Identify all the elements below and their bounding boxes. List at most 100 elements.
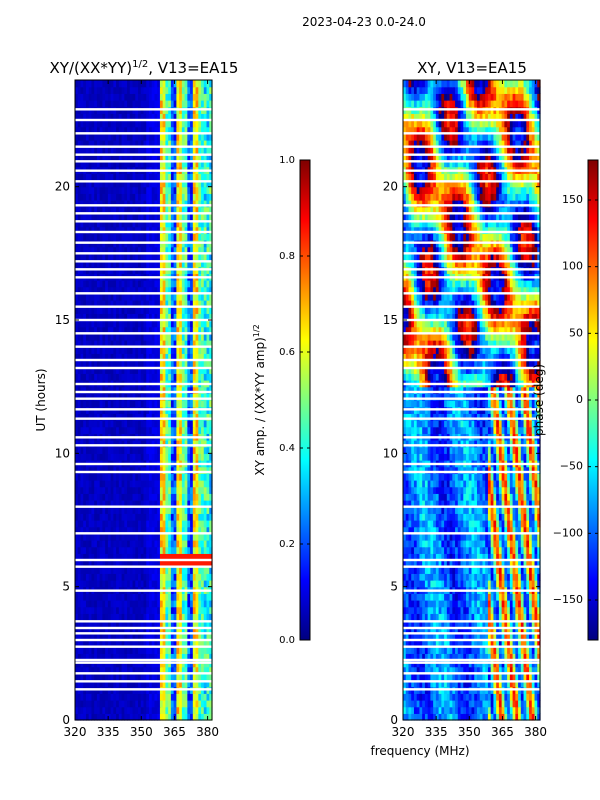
amp-cell xyxy=(127,320,131,328)
amp-cell xyxy=(80,580,84,588)
amp-cell xyxy=(107,180,112,188)
amp-cell xyxy=(176,80,180,88)
amp-cell xyxy=(192,560,197,568)
amp-cell xyxy=(190,253,194,261)
amp-cell xyxy=(124,606,128,614)
amp-cell xyxy=(138,640,142,648)
amp-cell xyxy=(187,566,191,574)
amp-cell xyxy=(195,313,199,321)
amp-cell xyxy=(116,100,120,108)
amp-cell xyxy=(113,613,117,621)
flag-gap xyxy=(75,632,212,635)
amp-cell xyxy=(80,420,84,428)
amp-cell xyxy=(181,326,186,334)
amp-cell xyxy=(168,160,172,168)
amp-cell xyxy=(143,600,147,608)
amp-cell xyxy=(201,180,205,188)
amp-cell xyxy=(124,426,128,434)
amp-cell xyxy=(107,640,112,648)
amp-cell xyxy=(88,640,93,648)
amp-cell xyxy=(94,300,98,308)
amp-cell xyxy=(173,426,177,434)
amp-cell xyxy=(113,646,117,654)
amp-cell xyxy=(113,173,117,181)
amp-cell xyxy=(135,180,139,188)
amp-cell xyxy=(148,606,153,614)
amp-cell xyxy=(192,100,197,108)
amp-cell xyxy=(173,533,177,541)
phase-cell xyxy=(438,713,442,721)
amp-cell xyxy=(146,473,150,481)
amp-cell xyxy=(107,493,112,501)
amp-cell xyxy=(85,233,90,241)
amp-cell xyxy=(195,653,199,661)
amp-cell xyxy=(184,440,188,448)
amp-cell xyxy=(102,520,106,528)
amp-cell xyxy=(129,486,134,494)
amp-cell xyxy=(190,206,194,214)
amp-cell xyxy=(124,173,128,181)
phase-cell xyxy=(427,713,431,721)
amp-cell xyxy=(102,506,106,514)
amp-cell xyxy=(132,213,136,221)
amp-cell xyxy=(187,606,191,614)
amp-cell xyxy=(173,286,177,294)
amp-cell xyxy=(143,400,147,408)
amp-cell xyxy=(96,120,101,128)
amp-cell xyxy=(121,486,125,494)
amp-cell xyxy=(85,133,90,141)
amp-cell xyxy=(146,206,150,214)
amp-cell xyxy=(127,366,131,374)
amp-cell xyxy=(190,420,194,428)
amp-cell xyxy=(88,260,93,268)
amp-cell xyxy=(165,113,169,121)
amp-cell xyxy=(162,193,167,201)
amp-cell xyxy=(124,620,128,628)
amp-cell xyxy=(83,480,87,488)
amp-cell xyxy=(168,606,172,614)
amp-cell xyxy=(121,526,125,534)
amp-cell xyxy=(187,306,191,314)
amp-cell xyxy=(176,326,180,334)
amp-cell xyxy=(85,420,90,428)
amp-cell xyxy=(85,480,90,488)
amp-cell xyxy=(118,113,123,121)
amp-cell xyxy=(165,626,169,634)
amp-cell xyxy=(143,293,147,301)
amp-cell xyxy=(94,620,98,628)
amp-cell xyxy=(151,466,156,474)
amp-cell xyxy=(75,566,79,574)
amp-cell xyxy=(110,440,114,448)
amp-cell xyxy=(203,140,208,148)
amp-cell xyxy=(80,546,84,554)
amp-cell xyxy=(146,680,150,688)
phase-cell xyxy=(452,713,456,721)
amp-cell xyxy=(159,480,164,488)
amp-cell xyxy=(201,326,205,334)
phase-cell xyxy=(466,706,470,714)
amp-cell xyxy=(91,326,95,334)
amp-cell xyxy=(135,553,139,561)
amp-cell xyxy=(124,680,128,688)
amp-cell xyxy=(132,173,136,181)
amp-cell xyxy=(107,533,112,541)
amp-cell xyxy=(77,400,82,408)
amp-cell xyxy=(140,86,145,94)
amp-cell xyxy=(113,126,117,134)
amp-cell xyxy=(190,100,194,108)
amp-cell xyxy=(146,526,150,534)
amp-cell xyxy=(195,366,199,374)
amp-cell xyxy=(83,420,87,428)
amp-cell xyxy=(159,693,164,701)
amp-cell xyxy=(88,680,93,688)
amp-cell xyxy=(201,340,205,348)
amp-cell xyxy=(168,220,172,228)
amp-cell xyxy=(121,480,125,488)
amp-cell xyxy=(146,180,150,188)
amp-cell xyxy=(168,100,172,108)
amp-cell xyxy=(83,706,87,714)
amp-cell xyxy=(91,300,95,308)
amp-cell xyxy=(159,180,164,188)
amp-cell xyxy=(138,213,142,221)
amp-cell xyxy=(184,153,188,161)
